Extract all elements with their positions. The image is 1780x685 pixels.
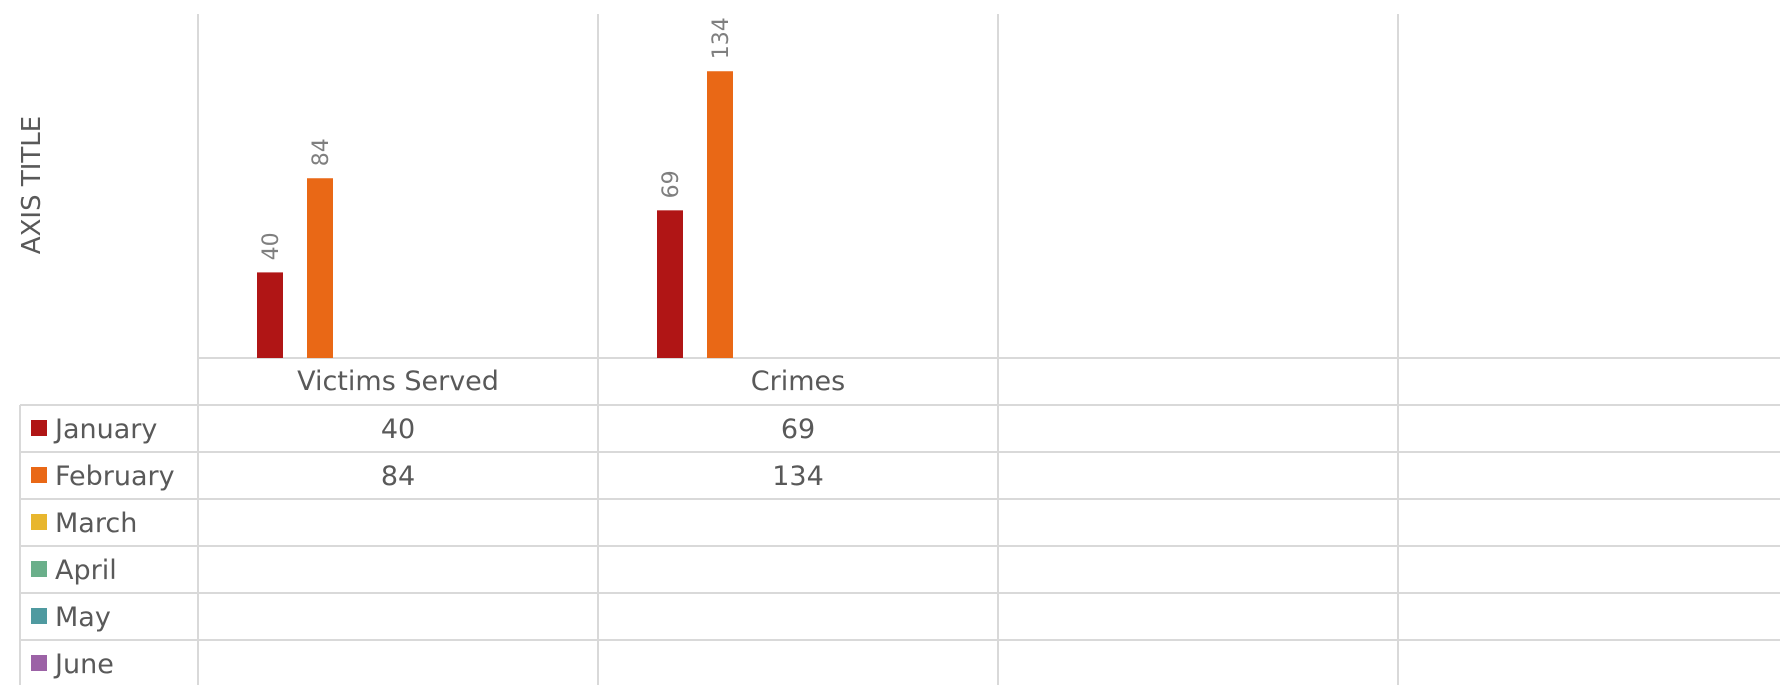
legend-key-january [31,420,47,436]
bar-february-crimes [707,71,733,359]
legend-label-january: January [53,414,157,445]
legend-label-march: March [55,508,137,539]
data-label: 84 [309,138,334,166]
legend-key-march [31,514,47,530]
data-label: 134 [709,17,734,59]
data-table: Victims Served Crimes January 40 69 February 8… [31,366,845,680]
table-cell-value: 134 [772,461,824,492]
legend-key-june [31,655,47,671]
legend-label-may: May [55,602,111,633]
table-cell-value: 84 [381,461,415,492]
bar-january-crimes [657,210,683,358]
y-axis-title: AXIS TITLE [17,116,47,254]
bar-february-victims-served [307,178,333,358]
legend-label-february: February [55,461,175,492]
data-labels: 40 84 69 134 [259,17,734,260]
table-cell-value: 69 [781,414,815,445]
legend-label-june: June [53,649,114,680]
data-label: 40 [259,232,284,260]
legend-key-april [31,561,47,577]
legend-key-may [31,608,47,624]
legend-label-april: April [55,555,117,586]
bars [257,71,733,359]
table-cell-value: 40 [381,414,415,445]
category-label: Crimes [751,366,845,397]
category-label: Victims Served [297,366,499,397]
bar-january-victims-served [257,272,283,358]
data-label: 69 [659,170,684,198]
legend-key-february [31,467,47,483]
grid-lines [19,14,1780,685]
